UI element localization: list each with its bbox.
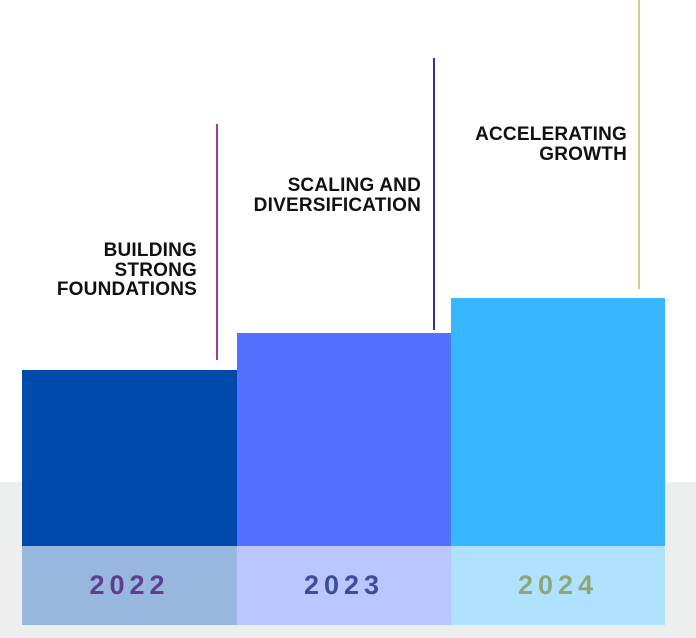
connector-line-2022 xyxy=(216,124,218,360)
phase-label-2023: SCALING AND DIVERSIFICATION xyxy=(254,176,421,215)
year-label-strip xyxy=(22,546,665,625)
phase-label-2022: BUILDING STRONG FOUNDATIONS xyxy=(57,241,197,300)
year-label-2023: 2023 xyxy=(303,570,385,600)
phase-label-2024: ACCELERATING GROWTH xyxy=(475,125,627,164)
phase-label-line: BUILDING xyxy=(103,240,197,261)
phase-label-line: STRONG xyxy=(114,259,197,281)
phase-label-line: GROWTH xyxy=(539,143,627,165)
phase-label-line: ACCELERATING xyxy=(475,124,627,145)
phase-label-line: FOUNDATIONS xyxy=(56,279,197,300)
year-label-2022: 2022 xyxy=(89,570,170,600)
connector-line-2023 xyxy=(433,58,435,330)
phase-label-line: DIVERSIFICATION xyxy=(253,194,421,216)
year-label-2024: 2024 xyxy=(517,570,599,600)
phase-label-line: SCALING AND xyxy=(287,175,421,196)
connector-line-2024 xyxy=(638,0,640,289)
